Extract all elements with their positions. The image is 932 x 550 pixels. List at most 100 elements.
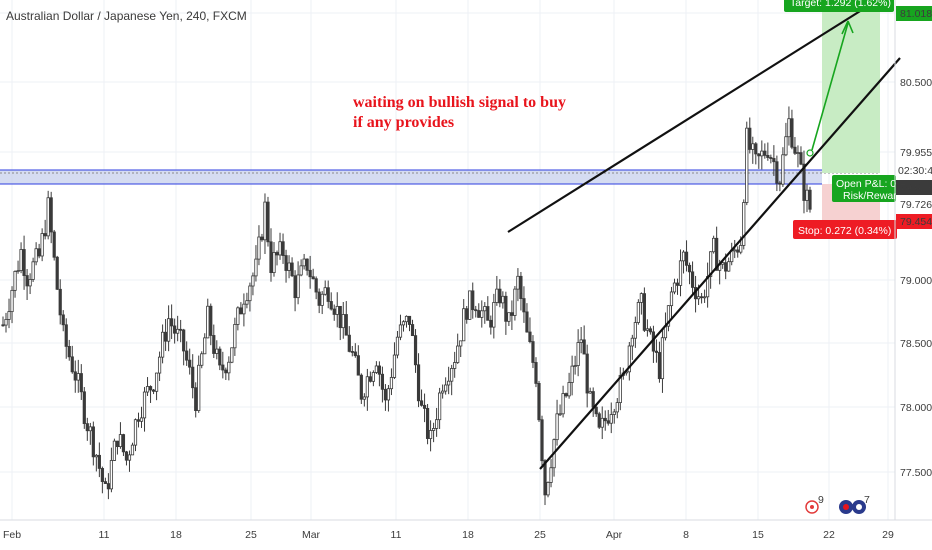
candle-body	[480, 310, 484, 318]
candle-body	[471, 290, 475, 311]
wedge-upper-trendline[interactable]	[507, 7, 866, 233]
candle-body	[531, 341, 535, 363]
candle-body	[642, 293, 646, 331]
price-tick-label: 78.500	[900, 338, 932, 350]
candle-body	[79, 373, 83, 393]
candle-body	[317, 291, 321, 306]
entry-marker-icon	[806, 149, 814, 157]
price-tick-label: 79.955	[900, 147, 932, 159]
candle-body	[787, 118, 791, 138]
candle-body	[194, 387, 198, 411]
candle-body	[61, 314, 65, 326]
candles-layer	[1, 106, 812, 506]
candle-body	[392, 354, 397, 378]
candle-body	[712, 237, 716, 253]
symbol-title: Australian Dollar / Japanese Yen, 240, F…	[6, 9, 247, 23]
candle-body	[600, 417, 604, 428]
candle-body	[320, 293, 324, 306]
stop-label-box	[793, 220, 897, 239]
candle-body	[344, 314, 348, 336]
candle-body	[639, 293, 643, 303]
candle-body	[347, 334, 351, 352]
candle-body	[308, 269, 312, 278]
candle-body	[290, 262, 294, 277]
projection-arrowhead-icon	[841, 20, 854, 35]
candle-body	[221, 364, 225, 371]
candle-body	[37, 248, 41, 257]
candle-body	[34, 248, 38, 263]
candle-body	[362, 396, 366, 400]
price-tag-second	[896, 197, 932, 212]
candle-body	[31, 261, 35, 280]
candle-body	[733, 249, 737, 252]
time-axis[interactable]: Feb 11 18 25 Mar 11 18 25 Apr 8 15 22 29	[3, 529, 894, 541]
candle-body	[709, 251, 713, 277]
candle-body	[167, 318, 171, 342]
chart-grid	[0, 0, 895, 520]
candle-body	[236, 307, 240, 325]
candle-body	[534, 362, 538, 384]
candle-body	[492, 302, 496, 328]
candle-body	[332, 308, 336, 315]
candle-body	[428, 430, 433, 439]
candle-body	[441, 390, 445, 394]
candle-body	[311, 276, 315, 280]
annotation-note-line1: waiting on bullish signal to buy	[353, 94, 566, 111]
candle-body	[293, 275, 297, 299]
candle-body	[404, 315, 409, 323]
price-tag-second-label: 79.726	[900, 199, 932, 211]
candle-body	[465, 308, 469, 320]
price-axis[interactable]: 80.500 79.955 79.000 78.500 78.000 77.500	[900, 77, 932, 479]
candle-body	[510, 312, 514, 316]
candle-body	[561, 393, 565, 415]
candle-body	[40, 233, 44, 257]
candle-body	[329, 301, 333, 310]
candle-body	[594, 406, 598, 415]
candle-body	[678, 260, 683, 286]
candle-body	[781, 154, 785, 185]
candle-body	[151, 389, 156, 392]
candle-body	[690, 271, 695, 288]
candle-body	[459, 340, 463, 347]
candle-body	[380, 373, 385, 390]
candle-body	[188, 359, 192, 368]
candle-body	[112, 440, 117, 461]
candle-body	[657, 352, 662, 380]
candle-body	[477, 310, 481, 318]
candle-body	[302, 258, 306, 267]
candle-body	[368, 376, 372, 382]
candle-body	[209, 305, 213, 336]
candle-body	[76, 373, 80, 381]
candle-body	[281, 241, 285, 256]
candle-body	[597, 413, 601, 428]
candle-body	[248, 285, 252, 302]
event-flag-icon[interactable]	[805, 500, 819, 514]
candle-body	[633, 322, 637, 339]
candle-body	[751, 143, 755, 150]
candle-body	[462, 308, 466, 342]
candle-body	[654, 350, 659, 353]
candle-body	[528, 331, 532, 342]
candle-body	[287, 262, 291, 271]
candle-body	[432, 428, 436, 431]
candle-body	[784, 136, 788, 156]
candle-body	[450, 368, 454, 382]
price-tick-label: 78.000	[900, 402, 932, 414]
time-tick-label: Feb	[3, 529, 21, 541]
country-flags-icon[interactable]	[839, 500, 866, 514]
candle-body	[636, 302, 640, 323]
price-tag-target-label: 81.018	[900, 8, 932, 20]
candle-body	[85, 423, 89, 432]
wedge-lower-trendline[interactable]	[539, 57, 901, 470]
candle-body	[182, 329, 186, 352]
candle-body	[43, 233, 47, 237]
candle-body	[796, 152, 800, 155]
candle-body	[103, 481, 107, 484]
candle-body	[278, 241, 282, 256]
candle-body	[191, 366, 195, 389]
candle-body	[73, 371, 77, 381]
candle-body	[257, 236, 261, 260]
candle-body	[585, 353, 589, 394]
candle-body	[504, 295, 508, 322]
